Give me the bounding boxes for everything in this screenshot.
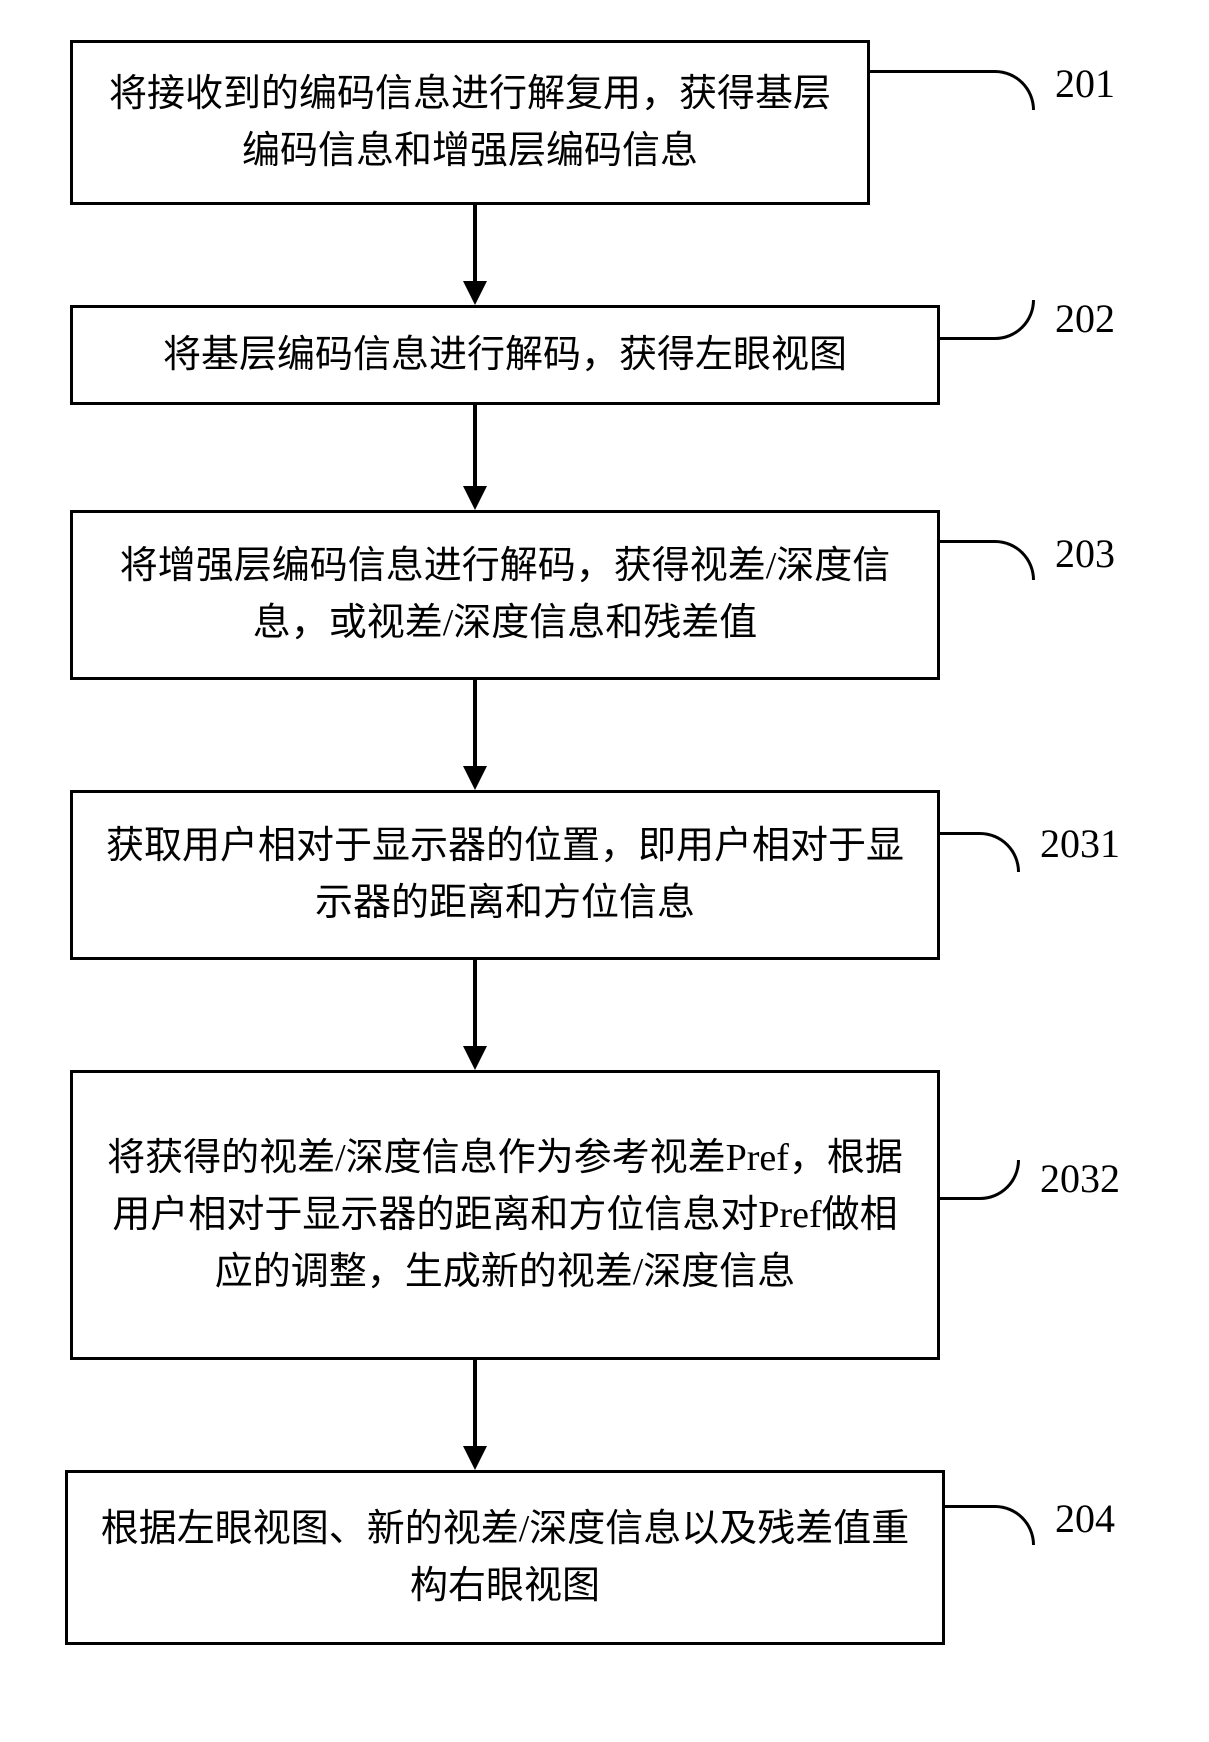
leader-line <box>940 540 1035 580</box>
flowchart-arrow <box>473 205 477 281</box>
leader-line <box>940 300 1035 340</box>
arrow-head-icon <box>463 766 487 790</box>
node-label-203: 203 <box>1055 530 1115 577</box>
flowchart-node-201: 将接收到的编码信息进行解复用，获得基层编码信息和增强层编码信息 <box>70 40 870 205</box>
leader-line <box>870 70 1035 110</box>
node-text: 将获得的视差/深度信息作为参考视差Pref，根据用户相对于显示器的距离和方位信息… <box>98 1130 912 1301</box>
arrow-head-icon <box>463 1446 487 1470</box>
node-text: 将基层编码信息进行解码，获得左眼视图 <box>163 327 847 384</box>
node-label-201: 201 <box>1055 60 1115 107</box>
node-label-2032: 2032 <box>1040 1155 1120 1202</box>
node-label-2031: 2031 <box>1040 820 1120 867</box>
arrow-head-icon <box>463 1046 487 1070</box>
node-text: 将增强层编码信息进行解码，获得视差/深度信息，或视差/深度信息和残差值 <box>98 538 912 652</box>
flowchart-arrow <box>473 1360 477 1446</box>
leader-line <box>940 1160 1020 1200</box>
node-text: 获取用户相对于显示器的位置，即用户相对于显示器的距离和方位信息 <box>98 818 912 932</box>
flowchart-node-2031: 获取用户相对于显示器的位置，即用户相对于显示器的距离和方位信息 <box>70 790 940 960</box>
arrow-head-icon <box>463 281 487 305</box>
flowchart-node-2032: 将获得的视差/深度信息作为参考视差Pref，根据用户相对于显示器的距离和方位信息… <box>70 1070 940 1360</box>
leader-line <box>940 832 1020 872</box>
flowchart-node-202: 将基层编码信息进行解码，获得左眼视图 <box>70 305 940 405</box>
flowchart-arrow <box>473 680 477 766</box>
node-text: 根据左眼视图、新的视差/深度信息以及残差值重构右眼视图 <box>93 1501 917 1615</box>
flowchart-node-203: 将增强层编码信息进行解码，获得视差/深度信息，或视差/深度信息和残差值 <box>70 510 940 680</box>
node-label-204: 204 <box>1055 1495 1115 1542</box>
node-label-202: 202 <box>1055 295 1115 342</box>
flowchart-node-204: 根据左眼视图、新的视差/深度信息以及残差值重构右眼视图 <box>65 1470 945 1645</box>
arrow-head-icon <box>463 486 487 510</box>
flowchart-arrow <box>473 960 477 1046</box>
flowchart-container: 将接收到的编码信息进行解复用，获得基层编码信息和增强层编码信息 201 将基层编… <box>0 0 1209 1742</box>
leader-line <box>945 1505 1035 1545</box>
flowchart-arrow <box>473 405 477 486</box>
node-text: 将接收到的编码信息进行解复用，获得基层编码信息和增强层编码信息 <box>98 66 842 180</box>
